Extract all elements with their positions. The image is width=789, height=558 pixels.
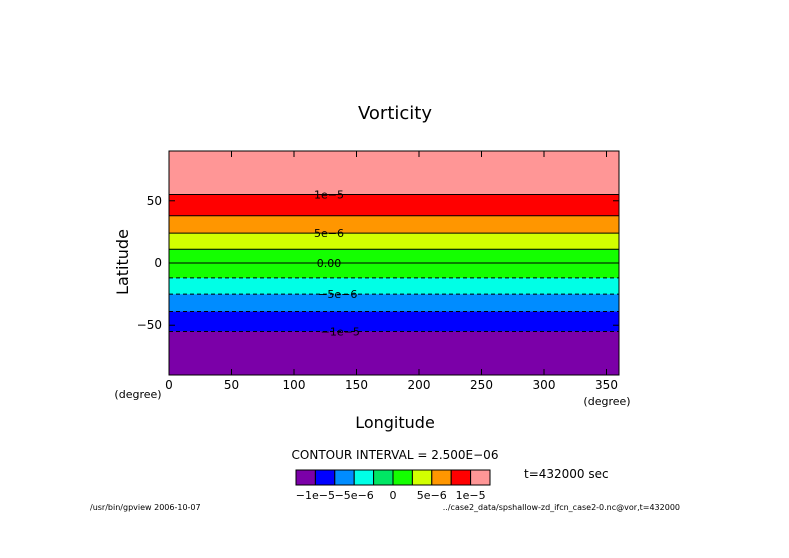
x-tick-label: 350: [595, 378, 618, 392]
colorbar-label: −1e−5: [296, 489, 335, 502]
chart-title: Vorticity: [358, 103, 432, 124]
colorbar-swatch: [431, 469, 452, 486]
colorbar-swatch: [353, 469, 375, 486]
colorbar-label: 5e−6: [417, 489, 447, 502]
contour-label: 5e−6: [314, 227, 344, 240]
contour-lines: [169, 194, 619, 332]
color-band: [169, 233, 619, 250]
colorbar-swatch: [450, 469, 472, 486]
y-axis: 50 0 −50: [137, 194, 619, 332]
y-unit-label: (degree): [114, 388, 161, 401]
x-tick-label: 150: [345, 378, 368, 392]
color-band: [169, 194, 619, 216]
x-tick-label: 250: [470, 378, 493, 392]
contour-interval-label: CONTOUR INTERVAL = 2.500E−06: [292, 448, 499, 462]
x-tick-label: 0: [165, 378, 173, 392]
color-band: [169, 331, 619, 375]
colorbar-label: 0: [390, 489, 397, 502]
color-band: [169, 311, 619, 332]
color-band: [169, 277, 619, 295]
colorbar-label: 1e−5: [456, 489, 486, 502]
colorbar: [295, 469, 491, 486]
contour-label: −5e−6: [318, 288, 357, 301]
y-tick-label: 0: [154, 256, 162, 270]
contour-label: 0.00: [317, 257, 342, 270]
color-band: [169, 215, 619, 234]
contour-labels: 1e−5 5e−6 0.00 −5e−6 −1e−5: [314, 189, 360, 339]
colorbar-label: −5e−6: [335, 489, 374, 502]
color-band: [169, 151, 619, 195]
x-tick-label: 50: [224, 378, 239, 392]
colorbar-swatch: [411, 469, 433, 486]
colorbar-labels: −1e−5 −5e−6 0 5e−6 1e−5: [296, 489, 486, 502]
x-unit-label: (degree): [583, 395, 630, 408]
x-axis-title: Longitude: [355, 413, 435, 432]
footer-left: /usr/bin/gpview 2006-10-07: [90, 503, 201, 512]
contour-label: 1e−5: [314, 189, 344, 202]
x-tick-label: 200: [408, 378, 431, 392]
x-tick-label: 300: [533, 378, 556, 392]
y-axis-title: Latitude: [113, 229, 132, 295]
x-axis: 0 50 100 150 200 250 300 350: [165, 151, 618, 392]
y-tick-label: 50: [147, 194, 162, 208]
color-band: [169, 294, 619, 312]
colorbar-swatch: [314, 469, 336, 486]
color-band: [169, 249, 619, 278]
x-tick-label: 100: [283, 378, 306, 392]
color-bands: [169, 151, 619, 375]
colorbar-swatch: [334, 469, 355, 486]
time-label: t=432000 sec: [524, 467, 609, 481]
contour-label: −1e−5: [321, 325, 360, 338]
colorbar-swatch: [470, 469, 491, 486]
colorbar-swatch: [295, 469, 316, 486]
footer-right: ../case2_data/spshallow-zd_ifcn_case2-0.…: [443, 503, 680, 512]
colorbar-swatch: [373, 469, 394, 486]
colorbar-swatch: [392, 469, 413, 486]
y-tick-label: −50: [137, 318, 162, 332]
